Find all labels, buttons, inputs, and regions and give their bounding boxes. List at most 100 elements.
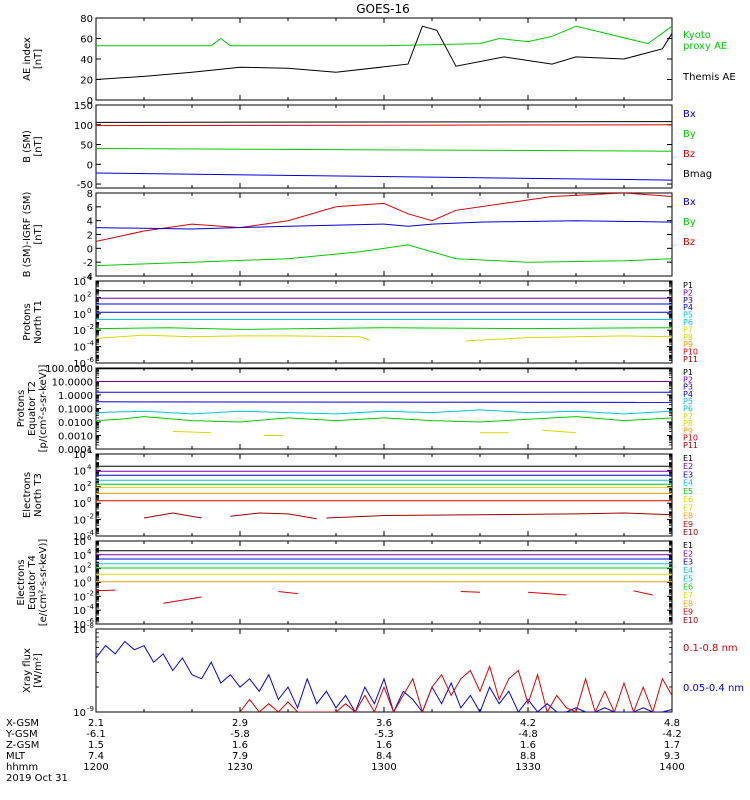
- panel-frame: [95, 17, 673, 101]
- ytick-label: 10: [73, 499, 86, 510]
- legend-entry: E10: [683, 528, 698, 537]
- legend-entry: E1: [683, 541, 693, 550]
- series-line-bmag: [96, 121, 672, 123]
- series-line-bz: [96, 124, 672, 127]
- ephemeris-value: -6.1: [86, 729, 106, 740]
- ytick-label: 10: [73, 326, 86, 337]
- panel-frame: [95, 104, 673, 189]
- legend-entry: E4: [683, 479, 693, 488]
- ephemeris-row-name: Y-GSM: [5, 729, 38, 740]
- legend-entry: P5: [683, 311, 693, 320]
- series-line-e9a: [96, 589, 116, 592]
- series-group: [96, 193, 672, 267]
- ytick-label: 60: [80, 35, 93, 46]
- legend-entry: E4: [683, 566, 693, 575]
- ytick-label: 10: [73, 625, 86, 636]
- series-line-e9e: [527, 591, 567, 596]
- ytick-exponent: 4: [87, 274, 92, 282]
- legend-entry: Kyoto: [683, 30, 711, 41]
- ylabel-line: Equator T4: [27, 555, 38, 610]
- ytick-label: 10: [73, 293, 86, 304]
- series-line-e10c: [326, 512, 672, 519]
- series-line-p5: [96, 409, 672, 415]
- ytick-exponent: 2: [87, 290, 91, 298]
- legend-entry: P9: [683, 340, 693, 349]
- plot-date: 2019 Oct 31: [6, 773, 68, 784]
- ytick-exponent: 2: [87, 480, 91, 488]
- ephemeris-value: -4.2: [662, 729, 682, 740]
- ytick-label: 100.0000: [45, 364, 93, 375]
- series-line-e10b: [230, 512, 317, 520]
- series-line-e10a: [143, 512, 202, 519]
- ytick-exponent: -2: [87, 323, 94, 331]
- series-line-bz: [96, 193, 672, 242]
- ephemeris-row-name: X-GSM: [6, 718, 39, 729]
- series-line-p6: [96, 416, 672, 423]
- ytick-label: 10: [73, 620, 86, 631]
- ytick-label: 0: [87, 160, 93, 171]
- ephemeris-value: 3.6: [376, 718, 392, 729]
- ytick-exponent: -2: [87, 513, 94, 521]
- ytick-label: 150: [74, 101, 93, 112]
- series-line-e9f: [633, 590, 653, 596]
- series-line-p7d: [542, 429, 577, 434]
- ylabel-line: Protons: [22, 303, 33, 340]
- legend-entry: E10: [683, 616, 698, 625]
- legend-entry: P6: [683, 318, 693, 327]
- series-line-0-1-0-8-nm: [239, 664, 672, 712]
- legend-entry: E7: [683, 503, 693, 512]
- ephemeris-value: 2.9: [232, 718, 248, 729]
- legend-entry: E2: [683, 549, 693, 558]
- ytick-label: 10: [73, 450, 86, 461]
- ytick-exponent: 4: [87, 463, 92, 471]
- ephemeris-value: 1.6: [232, 740, 248, 751]
- ylabel-line: North T1: [33, 300, 44, 344]
- series-line-p7: [96, 334, 370, 341]
- ephemeris-value: 1.6: [520, 740, 536, 751]
- ephemeris-value: -4.8: [518, 729, 538, 740]
- ephemeris-row-name: Z-GSM: [6, 740, 39, 751]
- series-group: [96, 550, 672, 604]
- ytick-exponent: 2: [87, 562, 91, 570]
- legend-entry: By: [683, 129, 696, 140]
- ytick-label: 10: [73, 592, 86, 603]
- ylabel-line: [p/(cm²-s-sr-keV)]: [38, 365, 49, 453]
- legend-entry: Themis AE: [682, 72, 736, 83]
- series-line-kyoto-proxy-ae: [96, 25, 672, 47]
- ytick-label: 0.0100: [58, 418, 93, 429]
- ytick-exponent: -4: [87, 529, 95, 537]
- ephemeris-value: 1.6: [376, 740, 392, 751]
- ylabel: ProtonsEquator T2[p/(cm²-s-sr-keV)]: [16, 365, 49, 453]
- legend-entry: P2: [683, 375, 693, 384]
- legend-entry: P1: [683, 368, 693, 377]
- series-line-p6: [96, 327, 672, 330]
- ytick-exponent: 6: [87, 447, 92, 455]
- legend-entry: Bz: [683, 237, 695, 248]
- series-line-e9b: [163, 596, 202, 604]
- series-group: [96, 290, 672, 342]
- legend-entry: P11: [683, 441, 698, 450]
- ytick-label: 10: [73, 708, 86, 719]
- legend-entry: E9: [683, 520, 693, 529]
- ytick-label: 100: [74, 121, 93, 132]
- series-group: [96, 121, 672, 181]
- legend-entry: E8: [683, 599, 693, 608]
- ylabel: ProtonsNorth T1: [22, 300, 44, 344]
- ephemeris-value: -5.8: [230, 729, 250, 740]
- series-line-e9c: [278, 591, 298, 595]
- series-line-p7b: [465, 335, 672, 342]
- ytick-label: 0.0010: [58, 432, 93, 443]
- ytick-label: -2: [83, 258, 93, 269]
- ylabel: AE index[nT]: [22, 37, 44, 81]
- ytick-label: 6: [87, 203, 93, 214]
- ylabel-line: Protons: [16, 390, 27, 427]
- ylabel-line: AE index: [22, 37, 33, 81]
- ytick-exponent: -2: [87, 589, 94, 597]
- series-line-bx: [96, 220, 672, 230]
- legend-entry: E3: [683, 470, 693, 479]
- ephemeris-value: 4.2: [520, 718, 536, 729]
- legend-entry: Bz: [683, 149, 695, 160]
- ylabel-line: North T3: [33, 473, 44, 517]
